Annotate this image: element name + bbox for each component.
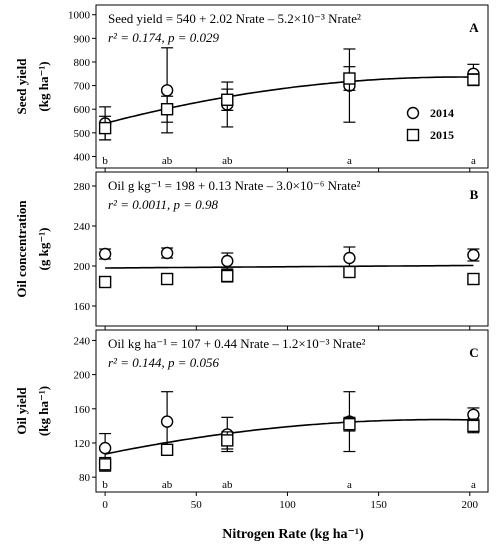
data-point-circle bbox=[160, 84, 174, 97]
data-point-square bbox=[160, 443, 174, 457]
panel-frame bbox=[95, 4, 489, 169]
y-tick-label: 160 bbox=[74, 301, 91, 313]
significance-letter: a bbox=[347, 479, 352, 491]
x-axis-label: Nitrogen Rate (kg ha⁻¹) bbox=[222, 527, 364, 542]
y-axis-label-line1: Oil concentration bbox=[14, 200, 29, 298]
x-tick-label: 150 bbox=[370, 499, 387, 511]
data-point-circle bbox=[221, 254, 234, 268]
y-axis-label-line1: Seed yield bbox=[14, 58, 29, 115]
panel-letter: A bbox=[469, 20, 479, 35]
data-point-square bbox=[343, 265, 356, 279]
data-point-circle bbox=[98, 247, 112, 261]
y-tick-label: 500 bbox=[74, 128, 91, 140]
x-tick-label: 100 bbox=[279, 499, 296, 511]
equation: Oil g kg⁻¹ = 198 + 0.13 Nrate – 3.0×10⁻⁶… bbox=[108, 178, 360, 193]
legend: 2014 2015 bbox=[406, 106, 454, 142]
series-2015 bbox=[98, 416, 480, 472]
significance-letter: ab bbox=[222, 155, 233, 167]
fit-stats: r² = 0.0011, p = 0.98 bbox=[108, 197, 219, 212]
significance-letter: b bbox=[102, 479, 108, 491]
data-point-square bbox=[160, 272, 174, 286]
panel-frame bbox=[95, 329, 489, 493]
y-tick-label: 1000 bbox=[68, 10, 91, 22]
data-point-circle bbox=[160, 246, 174, 260]
y-tick-label: 200 bbox=[74, 261, 91, 273]
y-tick-label: 700 bbox=[74, 81, 91, 93]
data-point-square bbox=[221, 434, 234, 447]
significance-letter: a bbox=[347, 155, 352, 167]
y-tick-label: 800 bbox=[74, 57, 91, 69]
panel-a: 400 500 600 700 800 900 1000 Seed yield (kg ha⁻¹… bbox=[14, 4, 489, 172]
y-axis-label-line2: (kg ha⁻¹) bbox=[36, 386, 51, 436]
significance-letter: a bbox=[471, 155, 476, 167]
y-axis-label-line2: (kg ha⁻¹) bbox=[36, 61, 51, 111]
legend-label-2014: 2014 bbox=[430, 106, 454, 120]
y-axis-label: Seed yield (kg ha⁻¹) bbox=[14, 58, 51, 115]
data-point-square bbox=[98, 458, 112, 471]
fit-curve bbox=[104, 418, 474, 455]
y-tick-label: 160 bbox=[74, 404, 91, 416]
significance-letter: a bbox=[471, 479, 476, 491]
fit-stats: r² = 0.144, p = 0.056 bbox=[108, 355, 220, 370]
y-tick-label: 600 bbox=[74, 104, 91, 116]
y-axis-label: Oil yield (kg ha⁻¹) bbox=[14, 386, 51, 436]
y-tick-label: 80 bbox=[79, 472, 91, 484]
data-point-circle bbox=[160, 415, 174, 428]
y-tick-label: 280 bbox=[74, 181, 91, 193]
data-point-circle bbox=[467, 248, 480, 262]
data-point-square bbox=[467, 272, 480, 286]
significance-letter: ab bbox=[222, 479, 233, 491]
data-point-square bbox=[467, 73, 480, 86]
panel-letter: B bbox=[470, 187, 479, 202]
y-axis-label-line2: (g kg⁻¹) bbox=[36, 228, 51, 271]
fit-stats: r² = 0.174, p = 0.029 bbox=[108, 30, 220, 45]
series-2014 bbox=[98, 47, 480, 141]
y-tick-label: 200 bbox=[74, 370, 91, 382]
x-tick-label: 0 bbox=[102, 499, 108, 511]
y-tick-label: 120 bbox=[74, 438, 91, 450]
fit-curve bbox=[105, 264, 474, 269]
data-point-circle bbox=[343, 251, 356, 265]
data-point-square bbox=[98, 121, 112, 135]
series-2015 bbox=[98, 265, 480, 289]
panel-frame bbox=[95, 171, 489, 327]
equation: Oil kg ha⁻¹ = 107 + 0.44 Nrate – 1.2×10⁻… bbox=[108, 336, 366, 351]
data-point-square bbox=[221, 93, 234, 106]
y-tick-label: 240 bbox=[74, 221, 91, 233]
data-point-circle bbox=[98, 441, 112, 455]
legend-label-2015: 2015 bbox=[430, 128, 454, 142]
significance-letter: ab bbox=[162, 155, 173, 167]
y-axis-label-line1: Oil yield bbox=[14, 387, 29, 435]
data-point-square bbox=[98, 275, 112, 289]
data-point-square bbox=[343, 417, 356, 431]
equation: Seed yield = 540 + 2.02 Nrate – 5.2×10⁻³… bbox=[108, 11, 361, 26]
y-tick-label: 400 bbox=[74, 151, 91, 163]
series-2015 bbox=[98, 66, 480, 141]
legend-marker-square bbox=[406, 128, 420, 142]
y-axis-label: Oil concentration (g kg⁻¹) bbox=[14, 200, 51, 298]
panel-c: 80 120 160 200 240 0 50 100 150 200 Oil yield (kg h… bbox=[14, 329, 489, 511]
x-tick-label: 50 bbox=[191, 499, 203, 511]
data-point-square bbox=[343, 72, 356, 85]
data-point-square bbox=[160, 103, 174, 116]
x-tick-label: 200 bbox=[462, 499, 479, 511]
legend-marker-circle bbox=[406, 106, 420, 120]
y-tick-label: 900 bbox=[74, 33, 91, 45]
data-point-square bbox=[221, 269, 234, 283]
y-tick-label: 240 bbox=[74, 335, 91, 347]
significance-letter: b bbox=[102, 155, 108, 167]
series-2014 bbox=[98, 246, 480, 270]
panel-letter: C bbox=[469, 345, 478, 360]
data-point-square bbox=[467, 419, 480, 433]
significance-letter: ab bbox=[162, 479, 173, 491]
